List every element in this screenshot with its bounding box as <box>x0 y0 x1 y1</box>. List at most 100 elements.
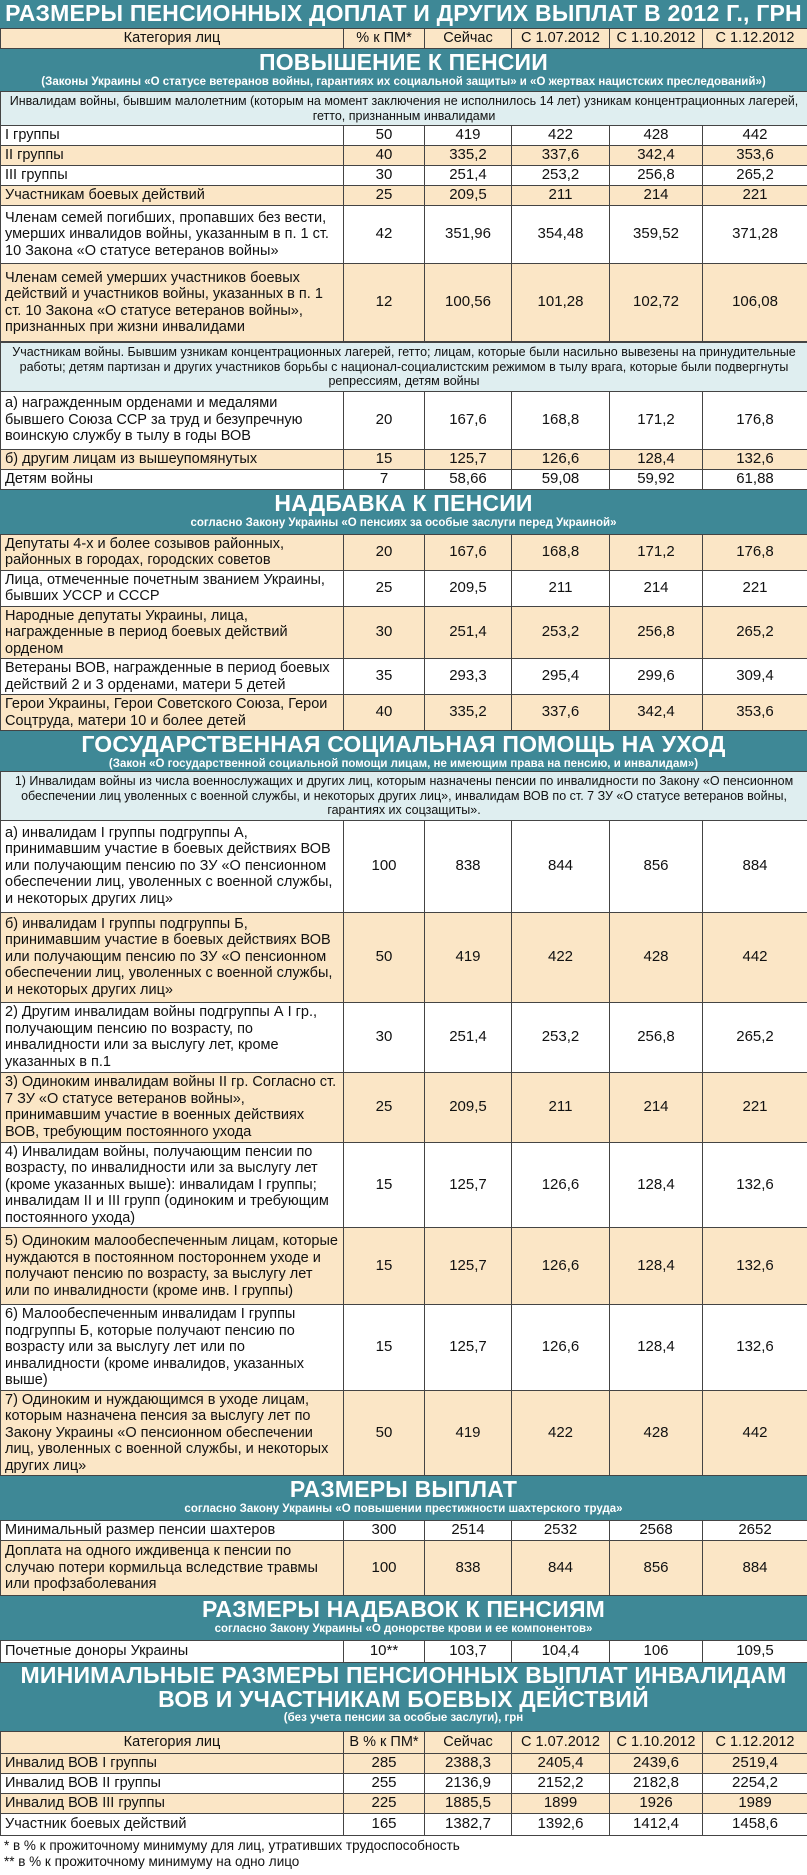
row-value-d3: 1458,6 <box>702 1813 807 1836</box>
row-value-d3: 2519,4 <box>702 1753 807 1774</box>
row-value-pct: 20 <box>343 390 425 450</box>
row-value-pct: 10** <box>343 1640 425 1663</box>
row-value-d3: 109,5 <box>702 1640 807 1663</box>
row-value-d1: 168,8 <box>511 390 610 450</box>
row-value-d1: 126,6 <box>511 1227 610 1305</box>
row-value-d1: 422 <box>511 911 610 1003</box>
table-row: Минимальный размер пенсии шахтеров 300 251… <box>0 1520 807 1541</box>
table-row: 2) Другим инвалидам войны подгруппы А I … <box>0 1001 807 1073</box>
section-4-subtitle: согласно Закону Украины «О повышении пре… <box>184 1503 623 1515</box>
row-value-now: 167,6 <box>424 533 512 571</box>
row-value-d1: 337,6 <box>511 694 610 731</box>
row-label: Лица, отмеченные почетным званием Украин… <box>0 569 344 607</box>
row-value-now: 293,3 <box>424 658 512 695</box>
row-label: Минимальный размер пенсии шахтеров <box>0 1520 344 1541</box>
row-value-d3: 132,6 <box>701 1304 807 1391</box>
row-value-d2: 256,8 <box>609 605 703 659</box>
section-4-table: Минимальный размер пенсии шахтеров 300 251… <box>0 1520 807 1596</box>
header-pct: % к ПМ* <box>343 28 425 49</box>
row-label: б) инвалидам I группы подгруппы Б, прини… <box>0 911 344 1003</box>
row-value-now: 103,7 <box>424 1640 512 1663</box>
main-table: Категория лиц % к ПМ* Сейчас С 1.07.2012… <box>0 28 807 49</box>
row-value-d2: 256,8 <box>609 1001 703 1073</box>
row-value-now: 419 <box>424 125 512 146</box>
row-value-d2: 128,4 <box>609 448 703 470</box>
row-value-d2: 856 <box>609 819 703 913</box>
row-value-now: 100,56 <box>424 263 512 342</box>
row-value-d3: 106,08 <box>701 263 807 342</box>
s6-header-date-2: С 1.10.2012 <box>609 1731 703 1754</box>
row-value-pct: 15 <box>343 448 425 470</box>
table-row: II группы 40 335,2 337,6 342,4 353,6 <box>0 145 807 166</box>
table-row: Депутаты 4-х и более созывов районных, р… <box>0 533 807 571</box>
row-label: Инвалид ВОВ II группы <box>0 1773 344 1794</box>
row-label: Членам семей умерших участников боевых д… <box>0 263 344 342</box>
section-note-row: Участникам войны. Бывшим узникам концент… <box>0 342 807 392</box>
row-value-now: 125,7 <box>424 448 512 470</box>
row-label: 5) Одиноким малообеспеченным лицам, кото… <box>0 1227 344 1305</box>
row-value-pct: 30 <box>343 165 425 186</box>
section-6-title: МИНИМАЛЬНЫЕ РАЗМЕРЫ ПЕНСИОННЫХ ВЫПЛАТ ИН… <box>20 1662 787 1712</box>
row-label: 2) Другим инвалидам войны подгруппы А I … <box>0 1001 344 1073</box>
table-row: Участник боевых действий 165 1382,7 1392,6 1… <box>0 1813 807 1836</box>
section-note-row: Инвалидам войны, бывшим малолетним (кото… <box>0 91 807 126</box>
row-value-d2: 428 <box>609 125 703 146</box>
row-label: а) награжденным орденами и медалями бывш… <box>0 390 344 450</box>
row-value-pct: 40 <box>343 145 425 166</box>
section-1b-table: Участникам войны. Бывшим узникам концент… <box>0 342 807 490</box>
row-value-pct: 100 <box>343 1540 425 1596</box>
row-value-pct: 50 <box>343 125 425 146</box>
section-note: Инвалидам войны, бывшим малолетним (кото… <box>0 91 807 126</box>
row-value-pct: 7 <box>343 468 425 490</box>
header-date-3: С 1.12.2012 <box>702 28 807 49</box>
section-1-title-bar: ПОВЫШЕНИЕ К ПЕНСИИ (Законы Украины «О ст… <box>0 49 807 91</box>
section-2-subtitle: согласно Закону Украины «О пенсиях за ос… <box>190 516 617 529</box>
row-value-pct: 255 <box>343 1773 425 1794</box>
row-value-d1: 126,6 <box>511 1304 610 1391</box>
row-value-d3: 353,6 <box>701 145 807 166</box>
row-value-d2: 59,92 <box>609 468 703 490</box>
row-value-pct: 15 <box>343 1141 425 1228</box>
row-value-d1: 126,6 <box>511 1141 610 1228</box>
section-1-subtitle: (Законы Украины «О статусе ветеранов вой… <box>41 76 766 88</box>
table-row: а) инвалидам I группы подгруппы А, прини… <box>0 819 807 913</box>
table-row: Народные депутаты Украины, лица, награжд… <box>0 605 807 659</box>
row-value-d1: 337,6 <box>511 145 610 166</box>
section-note: 1) Инвалидам войны из числа военнослужащ… <box>0 771 807 821</box>
row-value-d2: 128,4 <box>609 1227 703 1305</box>
row-value-now: 251,4 <box>424 1001 512 1073</box>
row-value-d3: 1989 <box>702 1793 807 1814</box>
row-value-d1: 211 <box>511 185 610 206</box>
row-value-pct: 285 <box>343 1753 425 1774</box>
row-label: Доплата на одного иждивенца к пенсии по … <box>0 1540 344 1596</box>
row-value-d3: 884 <box>702 1540 807 1596</box>
row-value-d1: 211 <box>511 569 610 607</box>
row-label: 4) Инвалидам войны, получающим пенсии по… <box>0 1141 344 1228</box>
row-value-d2: 214 <box>609 569 703 607</box>
row-value-d1: 2405,4 <box>511 1753 610 1774</box>
row-value-d3: 61,88 <box>702 468 807 490</box>
row-value-pct: 35 <box>343 658 425 695</box>
row-value-now: 251,4 <box>424 605 512 659</box>
row-label: Инвалид ВОВ I группы <box>0 1753 344 1774</box>
row-value-now: 2514 <box>424 1520 512 1541</box>
row-value-d3: 442 <box>701 1389 807 1476</box>
row-value-d3: 884 <box>701 819 807 913</box>
row-value-now: 419 <box>424 1389 512 1476</box>
row-value-now: 251,4 <box>424 165 512 186</box>
row-value-pct: 12 <box>343 263 425 342</box>
row-value-d1: 104,4 <box>511 1640 610 1663</box>
row-value-d1: 2152,2 <box>511 1773 610 1794</box>
row-value-d1: 422 <box>511 1389 610 1476</box>
row-value-d1: 844 <box>511 819 610 913</box>
row-value-d1: 422 <box>511 125 610 146</box>
header-date-2: С 1.10.2012 <box>609 28 703 49</box>
table-row: Детям войны 7 58,66 59,08 59,92 61,88 <box>0 468 807 490</box>
section-3-title: ГОСУДАРСТВЕННАЯ СОЦИАЛЬНАЯ ПОМОЩЬ НА УХО… <box>81 731 726 757</box>
table-row: Почетные доноры Украины 10** 103,7 104,4 106… <box>0 1640 807 1663</box>
section-4-title: РАЗМЕРЫ ВЫПЛАТ <box>289 1476 518 1502</box>
row-value-pct: 25 <box>343 1071 425 1143</box>
row-value-d2: 1926 <box>609 1793 703 1814</box>
row-label: Ветераны ВОВ, награжденные в период боев… <box>0 658 344 695</box>
row-value-d1: 2532 <box>511 1520 610 1541</box>
